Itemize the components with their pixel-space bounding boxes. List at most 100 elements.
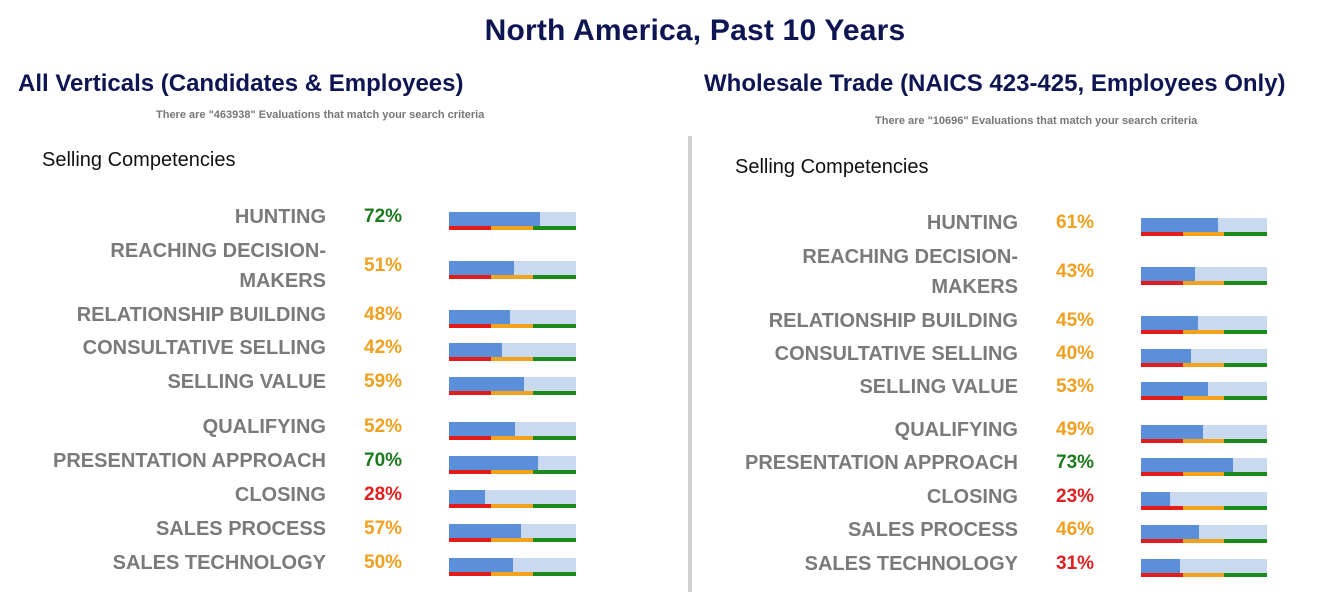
gauge-fill-bar <box>449 558 513 572</box>
scale-high-green <box>1224 472 1267 476</box>
gauge-fill-bar <box>1141 492 1170 506</box>
scale-high-green <box>532 470 576 474</box>
gauge-fill-bar <box>449 212 541 226</box>
panel-subtitle: There are "463938" Evaluations that matc… <box>156 109 485 121</box>
competency-label-line: SALES PROCESS <box>155 518 326 540</box>
competency-label-line: CLOSING <box>234 484 326 506</box>
competency-gauge <box>449 261 576 279</box>
scale-low-red <box>449 324 491 328</box>
scale-low-red <box>449 470 491 474</box>
competency-label: SALES PROCESS <box>6 514 326 544</box>
competency-gauge <box>1141 382 1267 400</box>
gauge-fill-bar <box>449 310 510 324</box>
competency-label-line: SALES TECHNOLOGY <box>112 552 326 574</box>
scale-low-red <box>1141 539 1183 543</box>
section-title: Selling Competencies <box>42 149 236 171</box>
competency-percentage: 31% <box>1056 553 1095 574</box>
gauge-fill-bar <box>449 490 485 504</box>
gauge-fill-bar <box>449 261 514 275</box>
competency-label: SELLING VALUE <box>698 372 1018 402</box>
competency-label-line: HUNTING <box>926 212 1018 234</box>
competency-percentage: 53% <box>1056 376 1095 397</box>
gauge-scale <box>449 436 576 440</box>
gauge-fill-bar <box>1141 316 1198 330</box>
gauge-fill-bar <box>1141 458 1233 472</box>
scale-low-red <box>1141 281 1183 285</box>
scale-high-green <box>532 391 576 395</box>
competency-label: PRESENTATION APPROACH <box>698 448 1018 478</box>
scale-low-red <box>449 538 491 542</box>
scale-mid-orange <box>1182 539 1225 543</box>
gauge-scale <box>449 504 576 508</box>
scale-high-green <box>1224 281 1267 285</box>
competency-percentage: 72% <box>364 206 403 227</box>
competency-percentage: 59% <box>364 371 403 392</box>
competency-label: REACHING DECISION- MAKERS <box>698 242 1018 302</box>
competency-label: CONSULTATIVE SELLING <box>6 333 326 363</box>
section-title: Selling Competencies <box>735 156 929 178</box>
scale-high-green <box>1224 539 1267 543</box>
competency-label-line: PRESENTATION APPROACH <box>53 450 326 472</box>
competency-percentage: 42% <box>364 337 403 358</box>
gauge-fill-bar <box>1141 525 1199 539</box>
competency-gauge <box>449 310 576 328</box>
scale-mid-orange <box>490 226 533 230</box>
gauge-fill-bar <box>1141 559 1181 573</box>
scale-high-green <box>1224 439 1267 443</box>
competency-gauge <box>1141 559 1267 577</box>
scale-mid-orange <box>1182 232 1225 236</box>
competency-label: PRESENTATION APPROACH <box>6 446 326 476</box>
gauge-scale <box>449 275 576 279</box>
scale-mid-orange <box>490 436 533 440</box>
gauge-fill-bar <box>1141 425 1203 439</box>
competency-label-line: QUALIFYING <box>202 416 326 438</box>
competency-label-line: PRESENTATION APPROACH <box>745 452 1018 474</box>
scale-low-red <box>449 275 491 279</box>
gauge-fill-bar <box>449 456 538 470</box>
gauge-scale <box>449 538 576 542</box>
scale-low-red <box>1141 472 1183 476</box>
gauge-fill-bar <box>1141 267 1196 281</box>
scale-high-green <box>532 538 576 542</box>
scale-mid-orange <box>490 357 533 361</box>
scale-low-red <box>1141 363 1183 367</box>
competency-gauge <box>1141 425 1267 443</box>
competency-label-line: QUALIFYING <box>894 419 1018 441</box>
scale-mid-orange <box>490 391 533 395</box>
gauge-scale <box>449 572 576 576</box>
gauge-fill-bar <box>449 422 516 436</box>
competency-label-line: RELATIONSHIP BUILDING <box>768 310 1018 332</box>
scale-low-red <box>449 572 491 576</box>
scale-high-green <box>532 436 576 440</box>
scale-mid-orange <box>490 470 533 474</box>
competency-label: SALES TECHNOLOGY <box>698 549 1018 579</box>
panel-divider <box>688 136 692 592</box>
competency-percentage: 50% <box>364 552 403 573</box>
scale-mid-orange <box>1182 506 1225 510</box>
competency-label: CLOSING <box>6 480 326 510</box>
competency-percentage: 49% <box>1056 419 1095 440</box>
scale-low-red <box>1141 506 1183 510</box>
scale-low-red <box>449 504 491 508</box>
competency-label-line: CLOSING <box>926 486 1018 508</box>
competency-percentage: 52% <box>364 416 403 437</box>
competency-gauge <box>1141 267 1267 285</box>
competency-label: SALES TECHNOLOGY <box>6 548 326 578</box>
competency-percentage: 73% <box>1056 452 1095 473</box>
gauge-scale <box>1141 573 1267 577</box>
competency-gauge <box>1141 316 1267 334</box>
scale-high-green <box>532 226 576 230</box>
gauge-scale <box>1141 396 1267 400</box>
competency-label-line: SALES PROCESS <box>847 519 1018 541</box>
scale-mid-orange <box>1182 363 1225 367</box>
competency-gauge <box>449 490 576 508</box>
panel-wholesale-trade: Wholesale Trade (NAICS 423-425, Employee… <box>692 0 1344 592</box>
competency-percentage: 43% <box>1056 261 1095 282</box>
competency-label-line: SELLING VALUE <box>167 371 326 393</box>
scale-mid-orange <box>490 324 533 328</box>
competency-gauge <box>1141 492 1267 510</box>
competency-label-line: REACHING DECISION- <box>802 246 1018 268</box>
scale-low-red <box>449 357 491 361</box>
scale-low-red <box>449 436 491 440</box>
competency-gauge <box>1141 525 1267 543</box>
